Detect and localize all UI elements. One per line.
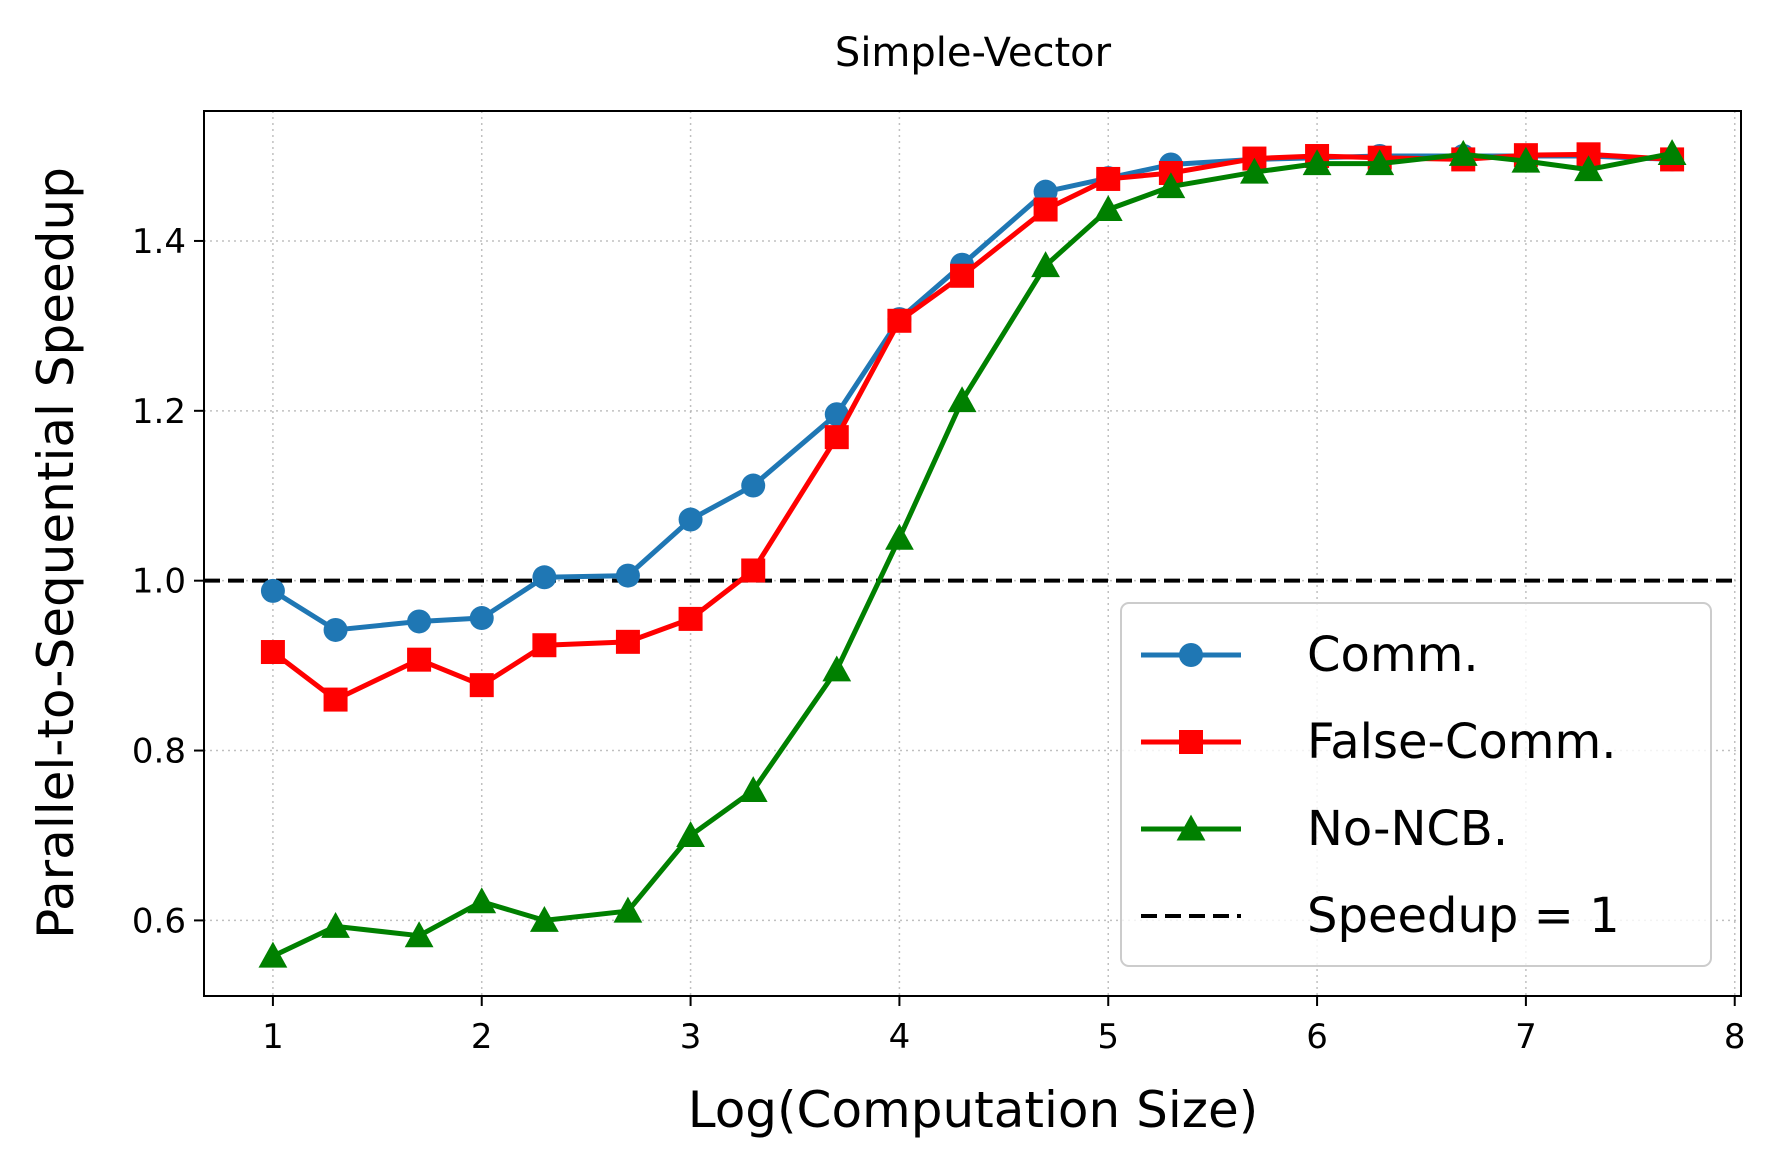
data-point xyxy=(1033,197,1058,222)
legend-entry: No-NCB. xyxy=(1141,801,1508,857)
data-point xyxy=(532,565,557,590)
legend-marker xyxy=(1179,730,1203,754)
legend-label: Comm. xyxy=(1307,627,1479,683)
data-point xyxy=(323,687,348,712)
data-point xyxy=(678,606,703,631)
legend-marker xyxy=(1176,814,1206,841)
data-point xyxy=(1093,195,1123,222)
data-point xyxy=(529,906,559,932)
data-point xyxy=(615,563,640,588)
x-tick-label: 6 xyxy=(1306,1017,1328,1057)
data-point xyxy=(741,473,766,498)
data-point xyxy=(1657,139,1687,165)
x-tick-label: 7 xyxy=(1515,1017,1537,1057)
data-point xyxy=(407,647,432,672)
data-point xyxy=(323,617,348,642)
data-point xyxy=(258,941,288,968)
x-tick-label: 5 xyxy=(1097,1017,1119,1057)
data-point xyxy=(1240,157,1269,184)
data-point xyxy=(1448,139,1478,166)
legend-frame xyxy=(1120,602,1712,967)
data-point xyxy=(887,308,912,333)
data-point xyxy=(469,673,494,698)
x-tick-label: 8 xyxy=(1724,1017,1746,1057)
y-tick-label: 1.4 xyxy=(132,222,186,262)
data-point xyxy=(615,629,640,654)
data-point xyxy=(738,776,768,802)
legend-entry: Speedup = 1 xyxy=(1141,888,1620,944)
y-tick-label: 1.0 xyxy=(132,562,186,602)
series-no-ncb xyxy=(258,139,1687,968)
data-point xyxy=(1156,172,1186,199)
y-tick-label: 0.6 xyxy=(132,901,186,941)
data-point xyxy=(824,402,849,427)
data-point xyxy=(1574,155,1603,182)
data-point xyxy=(407,609,432,634)
data-point xyxy=(1302,149,1332,176)
legend-entries: Comm. False-Comm. No-NCB. Speedup = 1 xyxy=(1141,627,1620,944)
x-tick-label: 1 xyxy=(262,1017,284,1057)
data-point xyxy=(467,887,497,914)
legend-label: False-Comm. xyxy=(1307,714,1616,770)
legend-entry: False-Comm. xyxy=(1141,714,1616,770)
data-point xyxy=(678,507,703,532)
data-point xyxy=(885,523,914,550)
plot-frame xyxy=(203,110,1742,997)
legend: Comm. False-Comm. No-NCB. Speedup = 1 xyxy=(1120,602,1712,967)
data-point xyxy=(260,640,285,665)
x-tick-label: 4 xyxy=(889,1017,911,1057)
legend-label: No-NCB. xyxy=(1307,801,1508,857)
axis-ticks: 1 2 3 4 5 6 7 8 0.6 0.8 1.0 1.2 1.4 xyxy=(132,222,1746,1057)
data-point xyxy=(947,386,977,413)
data-point xyxy=(469,606,494,631)
y-axis-label: Parallel-to-Sequential Speedup xyxy=(27,167,85,939)
x-axis-label: Log(Computation Size) xyxy=(688,1081,1259,1139)
legend-marker xyxy=(1179,643,1203,667)
data-point xyxy=(824,425,849,450)
y-tick-label: 1.2 xyxy=(132,392,186,432)
x-tick-label: 2 xyxy=(471,1017,493,1057)
data-point xyxy=(1096,166,1121,191)
data-point xyxy=(1365,149,1395,176)
data-point xyxy=(822,655,852,682)
data-point xyxy=(532,633,557,658)
data-point xyxy=(404,921,434,948)
data-point xyxy=(1031,251,1060,278)
series-layer xyxy=(258,139,1687,968)
legend-entry: Comm. xyxy=(1141,627,1479,683)
legend-label: Speedup = 1 xyxy=(1307,888,1620,944)
data-point xyxy=(260,578,285,603)
x-tick-label: 3 xyxy=(680,1017,702,1057)
y-tick-label: 0.8 xyxy=(132,732,186,772)
data-point xyxy=(950,263,975,288)
data-point xyxy=(676,821,705,847)
chart-title: Simple-Vector xyxy=(835,30,1112,76)
data-point xyxy=(1511,146,1541,173)
data-point xyxy=(741,558,766,583)
data-point xyxy=(613,896,643,923)
data-point xyxy=(321,911,350,938)
